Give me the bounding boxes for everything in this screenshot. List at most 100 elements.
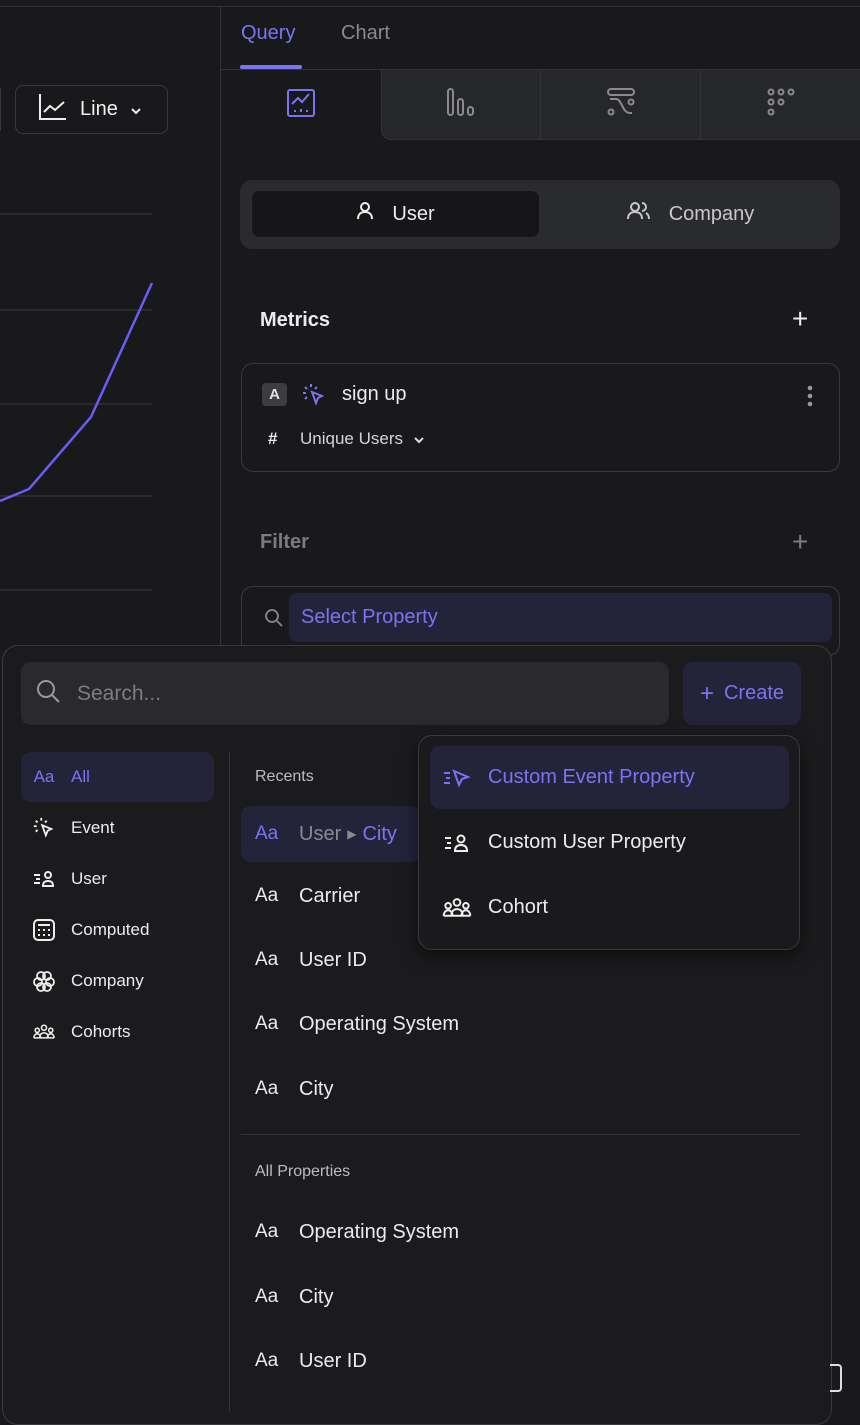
category-label: Company: [71, 971, 144, 990]
chart-series-line: [0, 282, 154, 503]
create-label: Create: [723, 682, 785, 704]
filter-title: Filter: [260, 531, 309, 553]
text-type-icon: Aa: [33, 767, 55, 786]
recent-item[interactable]: Aa User ID: [241, 932, 367, 988]
property-label: City: [362, 822, 397, 845]
category-computed[interactable]: Computed: [21, 905, 214, 955]
chart-type-label: Line: [80, 98, 118, 120]
chevron-down-icon: [413, 429, 425, 449]
text-type-icon: Aa: [255, 1350, 279, 1371]
aggregation-dropdown[interactable]: Unique Users: [300, 429, 425, 449]
tab-retention[interactable]: [701, 70, 860, 140]
top-divider: [0, 6, 860, 7]
category-label: All: [71, 767, 90, 786]
user-property-icon: [33, 870, 55, 888]
category-company[interactable]: Company: [21, 956, 214, 1006]
plus-icon: +: [699, 679, 714, 707]
search-icon: [35, 678, 61, 709]
menu-item-custom-user-property[interactable]: Custom User Property: [430, 811, 789, 874]
tab-bar[interactable]: [381, 70, 541, 140]
property-label: Carrier: [299, 884, 361, 907]
chart-type-dropdown[interactable]: Line: [15, 85, 168, 134]
chevron-down-icon: [130, 98, 142, 121]
event-click-icon: [33, 817, 55, 839]
text-type-icon: Aa: [255, 885, 279, 906]
category-label: User: [71, 869, 107, 888]
select-property-input[interactable]: Select Property: [289, 593, 832, 642]
category-label: Computed: [71, 920, 150, 939]
more-options-icon[interactable]: [800, 384, 820, 408]
background-control: [830, 1364, 842, 1392]
cohort-icon: [442, 897, 472, 918]
property-item[interactable]: Aa City: [241, 1269, 333, 1325]
text-type-icon: Aa: [255, 823, 279, 844]
recent-item[interactable]: Aa User ▶ City: [241, 806, 421, 862]
property-search-input[interactable]: [77, 681, 637, 706]
metric-card[interactable]: [241, 363, 840, 472]
menu-item-cohort[interactable]: Cohort: [430, 876, 789, 939]
property-label: City: [299, 1285, 334, 1308]
menu-item-custom-event-property[interactable]: Custom Event Property: [430, 746, 789, 809]
line-chart: [0, 213, 154, 591]
custom-event-icon: [442, 768, 472, 787]
recent-item[interactable]: Aa Carrier: [241, 868, 360, 924]
cohort-icon: [33, 1023, 55, 1041]
bar-chart-icon: [446, 87, 476, 122]
metric-letter-badge: A: [262, 383, 287, 406]
category-user[interactable]: User: [21, 854, 214, 904]
recents-title: Recents: [255, 768, 314, 785]
property-item[interactable]: Aa Operating System: [241, 1204, 459, 1260]
tab-query[interactable]: Query: [241, 22, 296, 44]
line-chart-icon: [38, 93, 68, 127]
search-icon: [264, 608, 284, 633]
property-label: User ID: [299, 1349, 367, 1372]
metrics-title: Metrics: [260, 309, 331, 331]
property-parent: User: [299, 822, 342, 845]
create-button[interactable]: + Create: [683, 662, 801, 725]
tab-chart[interactable]: Chart: [341, 22, 390, 44]
toggle-company[interactable]: Company: [541, 190, 840, 238]
line-chart-icon: [286, 88, 316, 123]
category-event[interactable]: Event: [21, 803, 214, 853]
add-filter-button[interactable]: +: [792, 526, 809, 557]
event-click-icon: [302, 383, 326, 412]
tab-divider: [221, 69, 860, 70]
calculator-icon: [33, 919, 55, 941]
property-label: City: [299, 1077, 334, 1100]
toggle-user[interactable]: User: [251, 190, 540, 238]
toggle-company-label: Company: [668, 202, 755, 225]
property-item[interactable]: Aa User ID: [241, 1333, 367, 1389]
caret-right-icon: ▶: [347, 827, 357, 841]
hash-icon: #: [268, 429, 278, 448]
menu-item-label: Custom User Property: [488, 831, 686, 853]
users-icon: [626, 202, 651, 226]
picker-divider: [229, 752, 230, 1412]
category-cohorts[interactable]: Cohorts: [21, 1007, 214, 1057]
company-icon: [33, 970, 55, 992]
tab-insights[interactable]: [221, 70, 381, 140]
add-metric-button[interactable]: +: [792, 303, 809, 334]
recent-item[interactable]: Aa Operating System: [241, 996, 459, 1052]
category-all[interactable]: Aa All: [21, 752, 214, 802]
section-divider: [241, 1134, 800, 1135]
retention-grid-icon: [766, 87, 796, 122]
text-type-icon: Aa: [255, 1013, 279, 1034]
category-label: Cohorts: [71, 1022, 131, 1041]
menu-item-label: Custom Event Property: [488, 766, 695, 788]
metric-event-name[interactable]: sign up: [342, 383, 407, 405]
category-label: Event: [71, 818, 115, 837]
flow-icon: [606, 87, 636, 122]
active-tab-indicator: [240, 65, 302, 69]
chart-toolbar-button[interactable]: [0, 85, 1, 134]
user-icon: [356, 202, 374, 226]
user-property-icon: [442, 834, 472, 852]
property-search[interactable]: [21, 662, 669, 725]
toggle-user-label: User: [392, 202, 435, 225]
all-properties-title: All Properties: [255, 1163, 351, 1180]
text-type-icon: Aa: [255, 1078, 279, 1099]
recent-item[interactable]: Aa City: [241, 1061, 333, 1117]
tab-flow[interactable]: [541, 70, 701, 140]
menu-item-label: Cohort: [488, 896, 549, 918]
text-type-icon: Aa: [255, 949, 279, 970]
text-type-icon: Aa: [255, 1221, 279, 1242]
